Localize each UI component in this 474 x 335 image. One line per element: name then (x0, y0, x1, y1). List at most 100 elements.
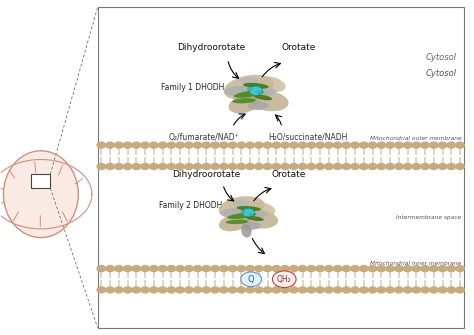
Circle shape (264, 163, 272, 170)
Text: Family 1 DHODH: Family 1 DHODH (161, 83, 240, 97)
Circle shape (368, 287, 377, 293)
Ellipse shape (227, 213, 256, 219)
Circle shape (132, 266, 141, 272)
Circle shape (307, 163, 316, 170)
Circle shape (184, 287, 193, 293)
Circle shape (241, 210, 246, 213)
Circle shape (255, 163, 263, 170)
Text: Q: Q (248, 275, 255, 284)
Circle shape (184, 163, 193, 170)
Circle shape (219, 266, 228, 272)
Circle shape (307, 142, 316, 148)
Circle shape (272, 287, 281, 293)
Circle shape (176, 142, 184, 148)
Circle shape (141, 163, 149, 170)
Circle shape (394, 266, 403, 272)
Circle shape (342, 142, 351, 148)
Circle shape (242, 208, 255, 217)
Ellipse shape (237, 206, 261, 211)
Circle shape (106, 287, 114, 293)
Text: Family 2 DHODH: Family 2 DHODH (159, 201, 236, 217)
Circle shape (290, 142, 298, 148)
Circle shape (386, 266, 394, 272)
Circle shape (412, 266, 420, 272)
Text: Mitochondrial inner membrane: Mitochondrial inner membrane (370, 261, 462, 266)
Circle shape (325, 142, 333, 148)
Text: Intermembrane space: Intermembrane space (396, 215, 462, 220)
Circle shape (123, 266, 132, 272)
Circle shape (272, 163, 281, 170)
Circle shape (193, 287, 202, 293)
Ellipse shape (219, 214, 250, 231)
Circle shape (272, 266, 281, 272)
Ellipse shape (219, 196, 265, 219)
Circle shape (97, 287, 106, 293)
Circle shape (377, 142, 385, 148)
Circle shape (228, 266, 237, 272)
Ellipse shape (251, 211, 268, 218)
Circle shape (360, 142, 368, 148)
Circle shape (307, 287, 316, 293)
Circle shape (429, 287, 438, 293)
Circle shape (132, 142, 141, 148)
Circle shape (202, 287, 210, 293)
Circle shape (97, 266, 106, 272)
Circle shape (333, 163, 342, 170)
Circle shape (438, 142, 447, 148)
Circle shape (281, 287, 289, 293)
Circle shape (158, 142, 167, 148)
Ellipse shape (238, 210, 278, 228)
Circle shape (360, 163, 368, 170)
Circle shape (219, 287, 228, 293)
Circle shape (141, 287, 149, 293)
Circle shape (141, 142, 149, 148)
Ellipse shape (234, 90, 264, 98)
Circle shape (333, 266, 342, 272)
Ellipse shape (246, 216, 264, 221)
Circle shape (132, 287, 141, 293)
Circle shape (247, 87, 253, 91)
Circle shape (447, 163, 456, 170)
Circle shape (438, 163, 447, 170)
Text: Orotate: Orotate (281, 44, 316, 52)
Circle shape (447, 266, 456, 272)
Circle shape (325, 163, 333, 170)
Circle shape (219, 142, 228, 148)
Circle shape (167, 266, 175, 272)
Circle shape (342, 266, 351, 272)
Text: Cytosol: Cytosol (426, 53, 457, 62)
Circle shape (360, 266, 368, 272)
Circle shape (115, 266, 123, 272)
Ellipse shape (220, 208, 245, 217)
Circle shape (272, 142, 281, 148)
Circle shape (429, 266, 438, 272)
Circle shape (316, 163, 324, 170)
Circle shape (394, 142, 403, 148)
Circle shape (447, 287, 456, 293)
Circle shape (325, 287, 333, 293)
Circle shape (351, 142, 359, 148)
Circle shape (237, 142, 246, 148)
Circle shape (246, 163, 255, 170)
Circle shape (290, 287, 298, 293)
Circle shape (421, 163, 429, 170)
Circle shape (342, 163, 351, 170)
Circle shape (429, 142, 438, 148)
Circle shape (150, 142, 158, 148)
Circle shape (141, 266, 149, 272)
Circle shape (115, 142, 123, 148)
Circle shape (281, 163, 289, 170)
Circle shape (211, 266, 219, 272)
Circle shape (115, 163, 123, 170)
Circle shape (158, 287, 167, 293)
Circle shape (386, 142, 394, 148)
Ellipse shape (241, 224, 252, 238)
Circle shape (298, 142, 307, 148)
Circle shape (237, 163, 246, 170)
Ellipse shape (247, 90, 289, 111)
Circle shape (264, 142, 272, 148)
Circle shape (249, 86, 263, 95)
Ellipse shape (232, 98, 256, 104)
Circle shape (202, 266, 210, 272)
Bar (98, 7, 464, 328)
